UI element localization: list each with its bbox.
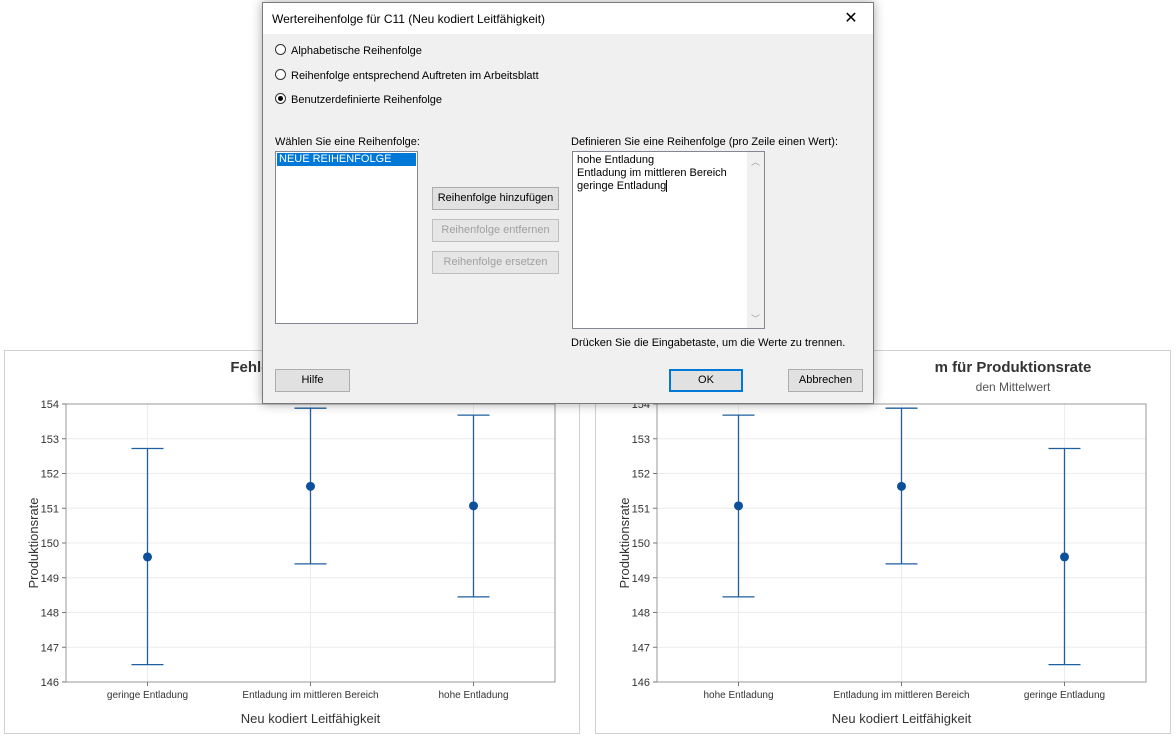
mean-point bbox=[469, 501, 478, 511]
separator-hint: Drücken Sie die Eingabetaste, um die Wer… bbox=[571, 337, 846, 349]
radio-label: Reihenfolge entsprechend Auftreten im Ar… bbox=[291, 70, 539, 82]
error-bar-chart-right: m für Produktionsrate den Mittelwert 146… bbox=[595, 350, 1171, 734]
value-order-dialog: Wertereihenfolge für C11 (Neu kodiert Le… bbox=[262, 2, 874, 404]
y-tick-label: 150 bbox=[632, 538, 650, 550]
radio-alphabetical[interactable]: Alphabetische Reihenfolge bbox=[275, 43, 422, 61]
y-tick-label: 147 bbox=[41, 642, 59, 654]
ok-button[interactable]: OK bbox=[669, 369, 743, 392]
radio-button-icon[interactable] bbox=[275, 43, 286, 55]
y-tick-label: 151 bbox=[632, 503, 650, 515]
y-tick-label: 149 bbox=[632, 573, 650, 585]
x-tick-label: geringe Entladung bbox=[107, 690, 188, 701]
radio-worksheet-order[interactable]: Reihenfolge entsprechend Auftreten im Ar… bbox=[275, 68, 539, 86]
help-button[interactable]: Hilfe bbox=[275, 369, 350, 392]
error-bar-chart-left: Fehlerbalkendiag 95%-KI 1461471481491501… bbox=[4, 350, 580, 734]
textarea-scrollbar[interactable]: ︿ ﹀ bbox=[747, 152, 764, 328]
y-tick-label: 151 bbox=[41, 503, 59, 515]
radio-button-checked-icon[interactable] bbox=[275, 92, 286, 104]
scroll-up-icon[interactable]: ︿ bbox=[750, 157, 760, 167]
close-icon[interactable]: ✕ bbox=[844, 10, 858, 27]
y-tick-label: 146 bbox=[41, 677, 59, 689]
list-item[interactable]: NEUE REIHENFOLGE bbox=[277, 153, 416, 166]
y-tick-label: 148 bbox=[632, 608, 650, 620]
y-tick-label: 153 bbox=[632, 434, 650, 446]
textarea-line: geringe Entladung bbox=[577, 180, 667, 192]
x-tick-label: hohe Entladung bbox=[703, 690, 773, 701]
define-order-label: Definieren Sie eine Reihenfolge (pro Zei… bbox=[571, 136, 838, 148]
y-tick-label: 152 bbox=[41, 469, 59, 481]
x-tick-label: Entladung im mittleren Bereich bbox=[242, 690, 378, 701]
radio-user-defined[interactable]: Benutzerdefinierte Reihenfolge bbox=[275, 92, 443, 110]
order-listbox[interactable]: NEUE REIHENFOLGE bbox=[275, 151, 418, 324]
radio-button-icon[interactable] bbox=[275, 68, 286, 80]
define-order-textarea[interactable]: hohe Entladung Entladung im mittleren Be… bbox=[572, 151, 765, 329]
textarea-line: hohe Entladung bbox=[577, 154, 655, 166]
y-axis-label: Produktionsrate bbox=[26, 497, 41, 588]
mean-point bbox=[306, 481, 315, 491]
chart-subtitle: den Mittelwert bbox=[975, 380, 1051, 394]
textarea-line: Entladung im mittleren Bereich bbox=[577, 167, 727, 179]
chart-plot-left: 146 147 148 149 150 151 152 153 154 geringe Entla… bbox=[26, 399, 556, 726]
mean-point bbox=[1060, 552, 1069, 562]
x-tick-label: hohe Entladung bbox=[438, 690, 508, 701]
x-axis-label: Neu kodiert Leitfähigkeit bbox=[241, 711, 381, 726]
scroll-down-icon[interactable]: ﹀ bbox=[750, 314, 760, 324]
mean-point bbox=[143, 552, 152, 562]
x-axis-label: Neu kodiert Leitfähigkeit bbox=[832, 711, 972, 726]
y-tick-label: 154 bbox=[41, 399, 59, 411]
text-caret bbox=[666, 180, 668, 193]
chart-title: m für Produktionsrate bbox=[934, 359, 1092, 376]
cancel-button[interactable]: Abbrechen bbox=[788, 369, 863, 392]
radio-label: Benutzerdefinierte Reihenfolge bbox=[291, 94, 443, 106]
y-tick-label: 148 bbox=[41, 608, 59, 620]
y-tick-label: 153 bbox=[41, 434, 59, 446]
choose-order-label: Wählen Sie eine Reihenfolge: bbox=[275, 136, 420, 148]
dialog-titlebar: Wertereihenfolge für C11 (Neu kodiert Le… bbox=[263, 3, 873, 34]
replace-order-button[interactable]: Reihenfolge ersetzen bbox=[432, 251, 559, 274]
y-axis-label: Produktionsrate bbox=[617, 497, 632, 588]
y-tick-label: 150 bbox=[41, 538, 59, 550]
y-tick-label: 149 bbox=[41, 573, 59, 585]
add-order-button[interactable]: Reihenfolge hinzufügen bbox=[432, 187, 559, 210]
mean-point bbox=[734, 501, 743, 511]
y-tick-label: 146 bbox=[632, 677, 650, 689]
dialog-title: Wertereihenfolge für C11 (Neu kodiert Le… bbox=[272, 12, 546, 26]
y-tick-label: 147 bbox=[632, 642, 650, 654]
remove-order-button[interactable]: Reihenfolge entfernen bbox=[432, 219, 559, 242]
x-tick-label: Entladung im mittleren Bereich bbox=[833, 690, 969, 701]
y-tick-label: 152 bbox=[632, 469, 650, 481]
mean-point bbox=[897, 481, 906, 491]
radio-label: Alphabetische Reihenfolge bbox=[291, 45, 422, 57]
x-tick-label: geringe Entladung bbox=[1024, 690, 1105, 701]
